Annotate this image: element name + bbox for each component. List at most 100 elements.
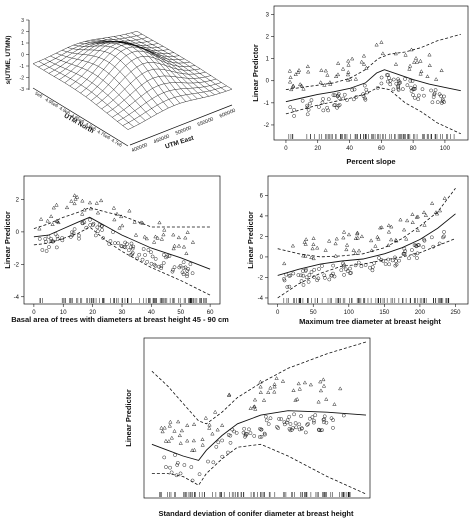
basal-point-circle bbox=[172, 265, 177, 270]
slope-point-triangle bbox=[413, 56, 419, 60]
east-tick-label: 400000 bbox=[131, 142, 149, 154]
basal-point-triangle bbox=[142, 234, 147, 239]
slope-point-circle bbox=[396, 86, 401, 91]
basal-point-triangle bbox=[80, 198, 85, 203]
slope-point-circle bbox=[331, 93, 336, 97]
maxdiam-point-triangle bbox=[356, 248, 362, 253]
slope-point-triangle bbox=[293, 72, 298, 76]
slope-point-triangle bbox=[361, 53, 367, 58]
sdconifer-point-triangle bbox=[166, 439, 171, 443]
maxdiam-point-circle bbox=[429, 235, 434, 240]
maxdiam-point-circle bbox=[320, 264, 324, 268]
slope-point-circle bbox=[362, 83, 367, 88]
slope-point-triangle bbox=[419, 69, 424, 73]
basal-point-circle bbox=[130, 246, 135, 251]
sdconifer-point-circle bbox=[220, 438, 224, 443]
basal-point-triangle bbox=[75, 194, 80, 199]
basal-point-circle bbox=[129, 241, 134, 246]
sdconifer-point-triangle bbox=[272, 389, 277, 394]
slope-point-circle bbox=[411, 93, 415, 97]
basal-point-circle bbox=[137, 252, 142, 257]
sd-conifer-x-axis-label: Standard deviation of conifer diameter a… bbox=[158, 509, 354, 518]
slope-point-circle bbox=[321, 108, 326, 113]
slope-point-triangle bbox=[403, 52, 408, 57]
sdconifer-point-circle bbox=[173, 453, 177, 457]
slope-point-triangle bbox=[348, 76, 353, 81]
slope-point-circle bbox=[391, 77, 396, 82]
slope-point-circle bbox=[400, 87, 405, 91]
maxdiam-point-triangle bbox=[402, 227, 407, 232]
sdconifer-point-triangle bbox=[261, 398, 267, 402]
maxdiam-point-triangle bbox=[442, 196, 447, 200]
sdconifer-point-triangle bbox=[258, 379, 263, 384]
slope-point-triangle bbox=[353, 76, 358, 81]
maxdiam-point-circle bbox=[397, 258, 401, 263]
maxdiam-point-triangle bbox=[355, 235, 360, 240]
maxdiam-x-tick-label: 0 bbox=[276, 310, 280, 316]
basal-point-triangle bbox=[112, 217, 117, 222]
sdconifer-point-triangle bbox=[169, 435, 174, 440]
east-tick-label: 500000 bbox=[175, 125, 193, 137]
basal-point-circle bbox=[108, 239, 113, 243]
sdconifer-point-circle bbox=[162, 455, 167, 460]
slope-lower-band bbox=[285, 86, 461, 135]
slope-point-circle bbox=[342, 92, 347, 97]
sdconifer-point-triangle bbox=[200, 437, 205, 441]
z-tick-label: -2 bbox=[20, 76, 25, 82]
slope-point-circle bbox=[416, 93, 421, 98]
maxdiam-point-triangle bbox=[389, 224, 394, 229]
sdconifer-point-circle bbox=[277, 417, 281, 421]
maxdiam-point-triangle bbox=[333, 241, 338, 246]
sdconifer-point-circle bbox=[293, 421, 298, 425]
maxdiam-point-circle bbox=[309, 270, 314, 274]
sdconifer-point-triangle bbox=[172, 428, 177, 433]
maxdiam-point-circle bbox=[285, 285, 290, 289]
sdconifer-point-triangle bbox=[291, 388, 296, 392]
basal-point-circle bbox=[96, 229, 100, 234]
sdconifer-point-triangle bbox=[252, 397, 258, 402]
slope-point-circle bbox=[308, 101, 312, 106]
sdconifer-point-circle bbox=[322, 420, 326, 425]
basal-point-circle bbox=[141, 247, 146, 251]
sdconifer-point-circle bbox=[287, 414, 292, 419]
basal-point-triangle bbox=[176, 243, 181, 248]
maxdiam-point-circle bbox=[390, 258, 395, 263]
slope-point-triangle bbox=[415, 59, 420, 64]
slope-point-circle bbox=[396, 84, 400, 89]
basal-point-circle bbox=[40, 248, 45, 252]
basal-x-tick-label: 30 bbox=[119, 310, 126, 316]
maxdiam-point-circle bbox=[291, 271, 296, 276]
basal-x-tick-label: 60 bbox=[207, 310, 214, 316]
sdconifer-point-triangle bbox=[251, 404, 257, 409]
maxdiam-point-triangle bbox=[389, 237, 394, 242]
slope-point-circle bbox=[437, 92, 442, 97]
sdconifer-point-triangle bbox=[168, 419, 173, 424]
maxdiam-point-triangle bbox=[376, 236, 381, 241]
maxdiam-point-triangle bbox=[359, 234, 364, 239]
basal-point-circle bbox=[70, 230, 74, 235]
z-axis-label: s(UTME, UTMN) bbox=[5, 36, 12, 85]
basal-point-circle bbox=[181, 266, 186, 270]
basal-point-circle bbox=[116, 241, 121, 245]
slope-point-triangle bbox=[439, 68, 444, 73]
slope-point-triangle bbox=[346, 58, 351, 63]
slope-point-circle bbox=[432, 92, 437, 97]
basal-point-circle bbox=[47, 245, 51, 249]
surface-grid-line bbox=[48, 40, 153, 74]
slope-point-circle bbox=[420, 87, 425, 91]
maxdiam-point-triangle bbox=[344, 247, 349, 252]
basal-point-triangle bbox=[45, 218, 50, 223]
basal-point-triangle bbox=[37, 226, 42, 231]
sdconifer-point-circle bbox=[268, 416, 273, 421]
basal-point-triangle bbox=[161, 232, 166, 237]
sdconifer-point-circle bbox=[259, 427, 263, 432]
basal-area-plot: 0 10 20 30 40 50 60 -4 -2 0 2 Linear Predictor Bas… bbox=[3, 175, 229, 324]
sdconifer-point-triangle bbox=[252, 404, 257, 409]
basal-point-triangle bbox=[181, 244, 187, 249]
slope-point-circle bbox=[351, 97, 356, 102]
basal-point-triangle bbox=[54, 202, 59, 207]
sdconifer-point-circle bbox=[259, 434, 264, 439]
basal-point-circle bbox=[153, 257, 158, 261]
maxdiam-point-circle bbox=[353, 263, 358, 268]
sdconifer-point-triangle bbox=[293, 398, 298, 402]
